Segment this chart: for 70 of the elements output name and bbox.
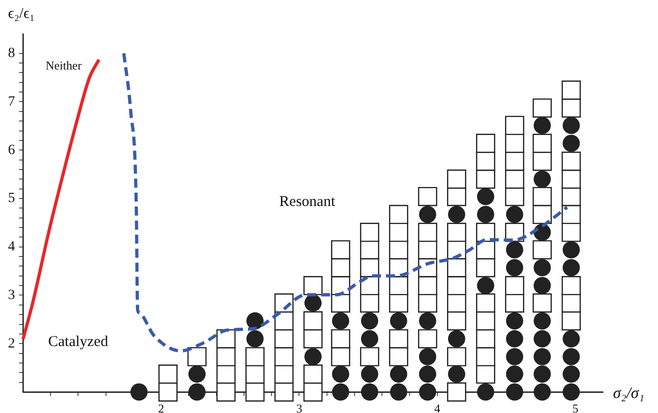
point <box>477 383 494 401</box>
point <box>477 188 494 206</box>
point <box>448 330 466 348</box>
point <box>419 206 436 224</box>
point <box>332 312 350 330</box>
point <box>390 366 408 383</box>
point <box>534 276 551 294</box>
point <box>477 206 494 224</box>
point <box>506 259 524 276</box>
point <box>390 383 408 401</box>
point <box>562 383 580 401</box>
point <box>562 348 580 366</box>
y-tick-label: 4 <box>8 240 15 255</box>
point <box>562 330 580 348</box>
point <box>534 348 551 366</box>
point <box>506 206 524 224</box>
point <box>361 312 378 330</box>
point <box>534 116 551 134</box>
y-tick-label: 7 <box>8 94 15 110</box>
point <box>562 259 580 276</box>
point <box>361 330 378 348</box>
point <box>419 366 436 383</box>
point <box>419 348 436 366</box>
point <box>332 366 350 383</box>
y-axis-title: ϵ₂/ϵ₁ <box>8 6 35 22</box>
point <box>419 383 436 401</box>
point <box>246 330 264 348</box>
point <box>448 206 466 224</box>
point <box>188 383 206 401</box>
point <box>562 134 580 152</box>
x-tick-label: 3 <box>296 401 302 413</box>
point <box>534 366 551 383</box>
point <box>304 294 322 312</box>
point <box>506 348 524 366</box>
point <box>506 366 524 383</box>
point <box>246 312 264 330</box>
x-tick-label: 4 <box>434 401 440 413</box>
x-axis-title: σ₂/σ₁ <box>613 385 644 402</box>
y-tick-label: 5 <box>8 191 15 206</box>
point <box>506 383 524 401</box>
point <box>390 312 408 330</box>
annotation: Neither <box>46 58 82 72</box>
point <box>534 383 551 401</box>
point <box>534 330 551 348</box>
x-tick-label: 2 <box>158 401 164 413</box>
point <box>506 312 524 330</box>
point <box>130 383 148 401</box>
y-tick-label: 2 <box>8 336 15 352</box>
point <box>361 383 378 401</box>
annotation: Catalyzed <box>48 334 109 350</box>
point <box>534 259 551 276</box>
x-tick-label: 5 <box>572 401 578 413</box>
point <box>506 241 524 258</box>
point <box>506 330 524 348</box>
point <box>477 276 494 294</box>
y-tick-label: 8 <box>8 46 15 62</box>
point <box>534 312 551 330</box>
annotation: Resonant <box>279 194 336 210</box>
y-tick-label: 3 <box>8 288 15 303</box>
point <box>188 366 206 383</box>
y-tick-label: 6 <box>8 142 15 158</box>
point <box>448 366 466 383</box>
point <box>562 116 580 134</box>
point <box>332 383 350 401</box>
point <box>304 348 322 366</box>
point <box>562 241 580 258</box>
point <box>419 312 436 330</box>
point <box>361 366 378 383</box>
point <box>534 170 551 188</box>
point <box>562 366 580 383</box>
